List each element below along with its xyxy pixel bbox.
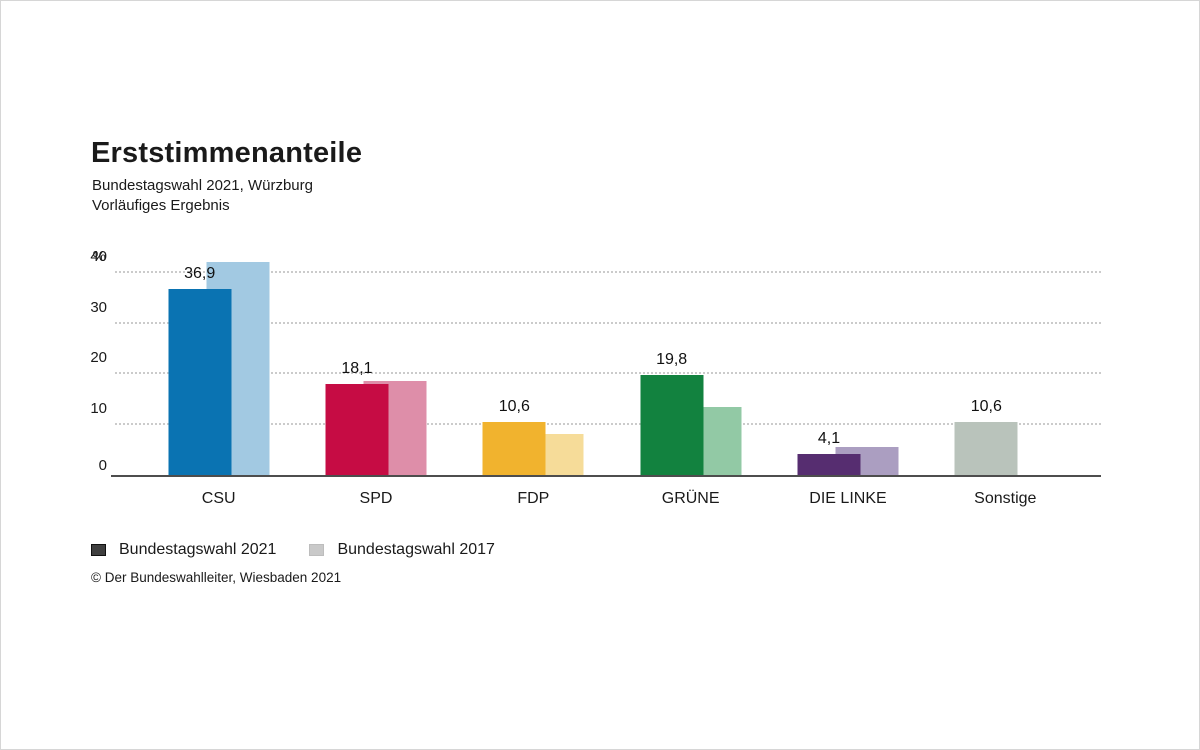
y-tick-label-40: 40%	[90, 248, 107, 266]
y-axis-unit-label: %	[92, 248, 106, 266]
chart-subtitle-line1: Bundestagswahl 2021, Würzburg	[92, 177, 313, 194]
bar-2021-die-linke	[797, 454, 861, 475]
value-label-sonstige: 10,6	[970, 397, 1002, 415]
bar-2021-spd	[325, 383, 389, 475]
legend-label-2021: Bundestagswahl 2021	[119, 541, 277, 558]
copyright-note: © Der Bundeswahlleiter, Wiesbaden 2021	[91, 570, 342, 585]
x-axis-labels: CSU SPD FDP GRÜNE DIE LINKE Sonstige	[140, 490, 1084, 508]
bar-2021-sonstige	[954, 421, 1018, 475]
legend-item-2017: Bundestagswahl 2017	[309, 541, 495, 559]
x-label-gr-ne: GRÜNE	[661, 490, 720, 507]
bar-pair-die-linke: 4,1	[797, 253, 899, 475]
x-label-die-linke: DIE LINKE	[809, 490, 887, 507]
bar-pair-sonstige: 10,6	[954, 253, 1056, 475]
x-label-spd: SPD	[359, 490, 393, 507]
bar-group-sonstige: 10,6	[927, 253, 1084, 475]
bar-pair-spd: 18,1	[325, 253, 427, 475]
bar-pair-fdp: 10,6	[482, 253, 584, 475]
value-label-spd: 18,1	[341, 359, 373, 377]
bar-group-csu: 36,9	[140, 253, 297, 475]
x-label-sonstige: Sonstige	[974, 490, 1037, 507]
value-label-fdp: 10,6	[498, 397, 530, 415]
y-tick-label-10: 10	[90, 399, 107, 417]
value-label-gr-ne: 19,8	[656, 351, 688, 369]
bar-group-gr-ne: 19,8	[612, 253, 769, 475]
legend-swatch-2021-icon	[91, 544, 106, 556]
gridline-40	[115, 271, 1101, 274]
plot-area: 36,9 18,1 10,6 19,8 4,1 10,6 0 10 20 30 40%	[90, 248, 1101, 477]
x-label-csu: CSU	[201, 490, 236, 507]
bar-pair-csu: 36,9	[168, 253, 270, 475]
y-tick-label-30: 30	[90, 298, 107, 316]
bar-2021-gr-ne	[640, 375, 704, 475]
bar-group-die-linke: 4,1	[769, 253, 926, 475]
x-label-fdp: FDP	[517, 490, 550, 507]
bar-groups: 36,9 18,1 10,6 19,8 4,1 10,6	[140, 253, 1084, 475]
bar-group-fdp: 10,6	[455, 253, 612, 475]
value-label-csu: 36,9	[184, 264, 216, 282]
bar-group-spd: 18,1	[297, 253, 454, 475]
gridline-30	[115, 321, 1101, 324]
bar-pair-gr-ne: 19,8	[640, 253, 742, 475]
value-label-die-linke: 4,1	[817, 430, 841, 448]
legend: Bundestagswahl 2021 Bundestagswahl 2017	[91, 541, 495, 559]
legend-swatch-2017-icon	[309, 544, 325, 556]
chart-subtitle-line2: Vorläufiges Ergebnis	[92, 197, 230, 214]
bar-2021-fdp	[482, 421, 546, 475]
gridline-10	[115, 422, 1101, 425]
legend-label-2017: Bundestagswahl 2017	[337, 541, 495, 558]
y-tick-label-20: 20	[90, 349, 107, 367]
y-tick-label-0: 0	[98, 457, 107, 474]
legend-item-2021: Bundestagswahl 2021	[91, 541, 276, 559]
bar-2021-csu	[168, 288, 232, 475]
chart-title: Erststimmenanteile	[91, 137, 363, 169]
gridline-20	[115, 372, 1101, 375]
x-axis-line	[111, 475, 1101, 477]
